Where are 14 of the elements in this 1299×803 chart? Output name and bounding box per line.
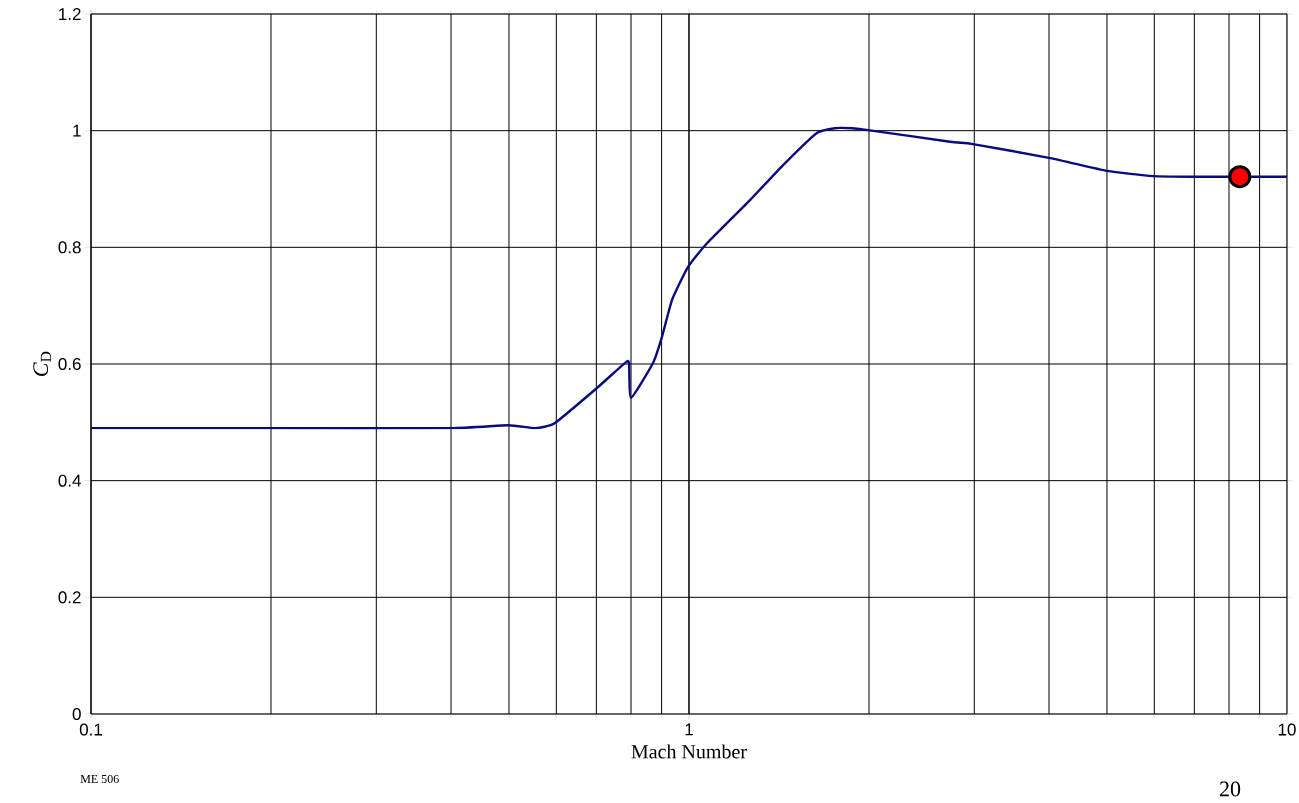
x-axis-title: Mach Number [631, 744, 747, 759]
y-axis-title: C$_{D}$ [33, 351, 51, 377]
y-tick-label: 1 [73, 124, 81, 137]
y-tick-label: 1.2 [59, 8, 81, 20]
text: ME 506 [80, 774, 119, 784]
x-tick-label: 10 [1278, 723, 1296, 736]
y-tick-label: 0.6 [58, 357, 81, 371]
y-tick-label: 0.4 [58, 474, 81, 487]
text: 20 [1219, 781, 1241, 797]
x-tick-label: 0.1 [79, 723, 102, 736]
y-tick-label: 0.8 [58, 241, 81, 254]
y-tick-label: 0.2 [58, 591, 81, 604]
x-tick-label: 1 [685, 723, 693, 736]
y-tick-label: 0 [72, 707, 81, 721]
